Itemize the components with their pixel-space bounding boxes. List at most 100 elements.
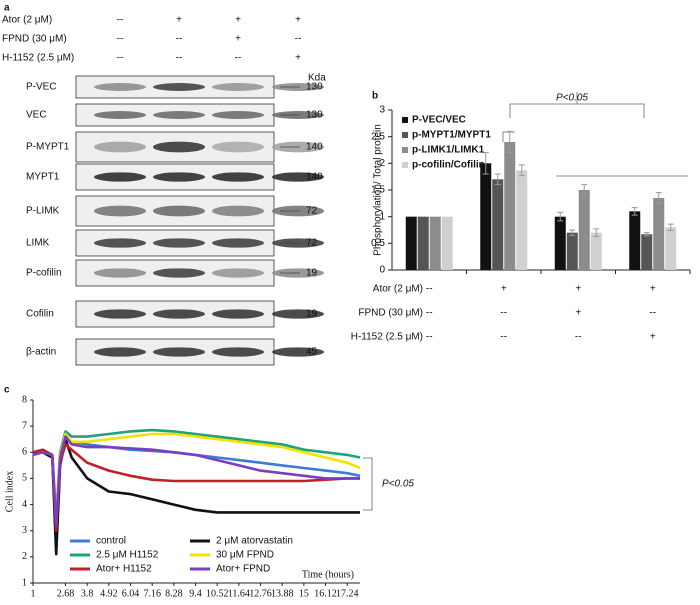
legend-label: p-LIMK1/LIMK1 [412,145,485,156]
lane-sign: -- [176,53,183,64]
kda-value: 72 [306,238,318,249]
lane-sign: + [235,15,241,26]
y-tick-label: 0.5 [371,238,385,249]
y-tick-label: 3 [379,105,385,116]
condition-sign: -- [426,308,433,319]
kda-value: 130 [306,110,323,121]
error-bar [518,164,525,177]
bracket-b [502,92,688,177]
y-tick-label: 7 [22,420,27,431]
lane-sign: -- [295,34,302,45]
legend-label: 2 μM atorvastatin [216,536,293,547]
legend-swatch [402,162,408,168]
error-bar [569,229,576,236]
lane-sign: + [295,15,301,26]
treatment-label: FPND (30 μM) [2,34,67,45]
blot-label: P-cofilin [26,268,62,279]
treatment-label: H-1152 (2.5 μM) [2,53,74,64]
bar [629,211,641,270]
condition-sign: + [575,308,581,319]
x-tick-label: 7.16 [143,588,161,599]
condition-sign: + [575,284,581,295]
condition-label: FPND (30 μM) [358,308,423,319]
bar [641,234,653,270]
blot-band [94,83,146,91]
legend-label: p-cofilin/Cofilin [412,160,485,171]
kda-value: 19 [306,309,318,320]
error-bar [593,228,600,237]
bar [405,216,417,270]
bar [578,190,590,270]
condition-sign: -- [426,284,433,295]
series-line [32,435,360,527]
blot-band [94,205,146,217]
error-bar [557,211,564,222]
blot-band [153,268,205,278]
error-bar [506,130,513,154]
legend-label: 2.5 μM H1152 [96,550,159,561]
blot-label: Cofilin [26,309,54,320]
y-tick-label: 0 [379,265,385,276]
condition-label: H-1152 (2.5 μM) [351,332,423,343]
bar [441,216,453,270]
condition-sign: -- [575,332,582,343]
blot-band [212,111,264,119]
bar [554,216,566,270]
blot-band [212,238,264,248]
y-tick-label: 5 [22,473,27,484]
y-tick-label: 3 [22,525,27,536]
bar [566,232,578,270]
bar [492,179,504,270]
lane-sign: -- [117,34,124,45]
x-tick-label: 15 [299,588,309,599]
x-tick-label: 13.88 [271,588,294,599]
lane-sign: -- [117,53,124,64]
blot-band [94,141,146,153]
bar [417,216,429,270]
condition-sign: -- [500,332,507,343]
error-bar [667,223,674,232]
error-bar [482,152,489,175]
blot-band [212,172,264,182]
blot-band [212,309,264,319]
blot-label: β-actin [26,347,56,358]
bar [429,216,441,270]
kda-value: 140 [306,142,323,153]
annotation: P<0.05 [556,93,588,104]
blot-label: P-MYPT1 [26,142,70,153]
legend-label: control [96,536,126,547]
x-tick-label: 11.64 [228,588,250,599]
blot-band [212,205,264,217]
y-axis-label: Cell index [4,471,15,512]
blot-band [212,83,264,91]
condition-sign: + [501,284,507,295]
lane-sign: -- [117,15,124,26]
bar [590,232,602,270]
x-tick-label: 10.52 [206,588,229,599]
bar [653,198,665,270]
panel-label: a [4,3,10,14]
legend-label: Ator+ H1152 [96,564,152,575]
blot-band [153,83,205,91]
y-tick-label: 1 [379,211,385,222]
panel-label: b [372,91,378,102]
blot-band [153,141,205,153]
blot-label: P-LIMK [26,206,60,217]
blot-band [94,238,146,248]
condition-sign: -- [426,332,433,343]
blot-band [94,111,146,119]
legend-swatch [402,117,408,123]
error-bar [494,173,501,186]
error-bar [581,184,588,196]
x-tick-label: 8.28 [165,588,183,599]
blot-band [212,268,264,278]
x-tick-label: 17.24 [336,588,359,599]
blot-label: LIMK [26,238,50,249]
blot-label: P-VEC [26,82,57,93]
x-axis-label: Time (hours) [302,569,354,580]
kda-value: 19 [306,268,318,279]
lane-sign: + [176,15,182,26]
bar [504,142,516,270]
kda-unit: Kda [308,73,326,84]
